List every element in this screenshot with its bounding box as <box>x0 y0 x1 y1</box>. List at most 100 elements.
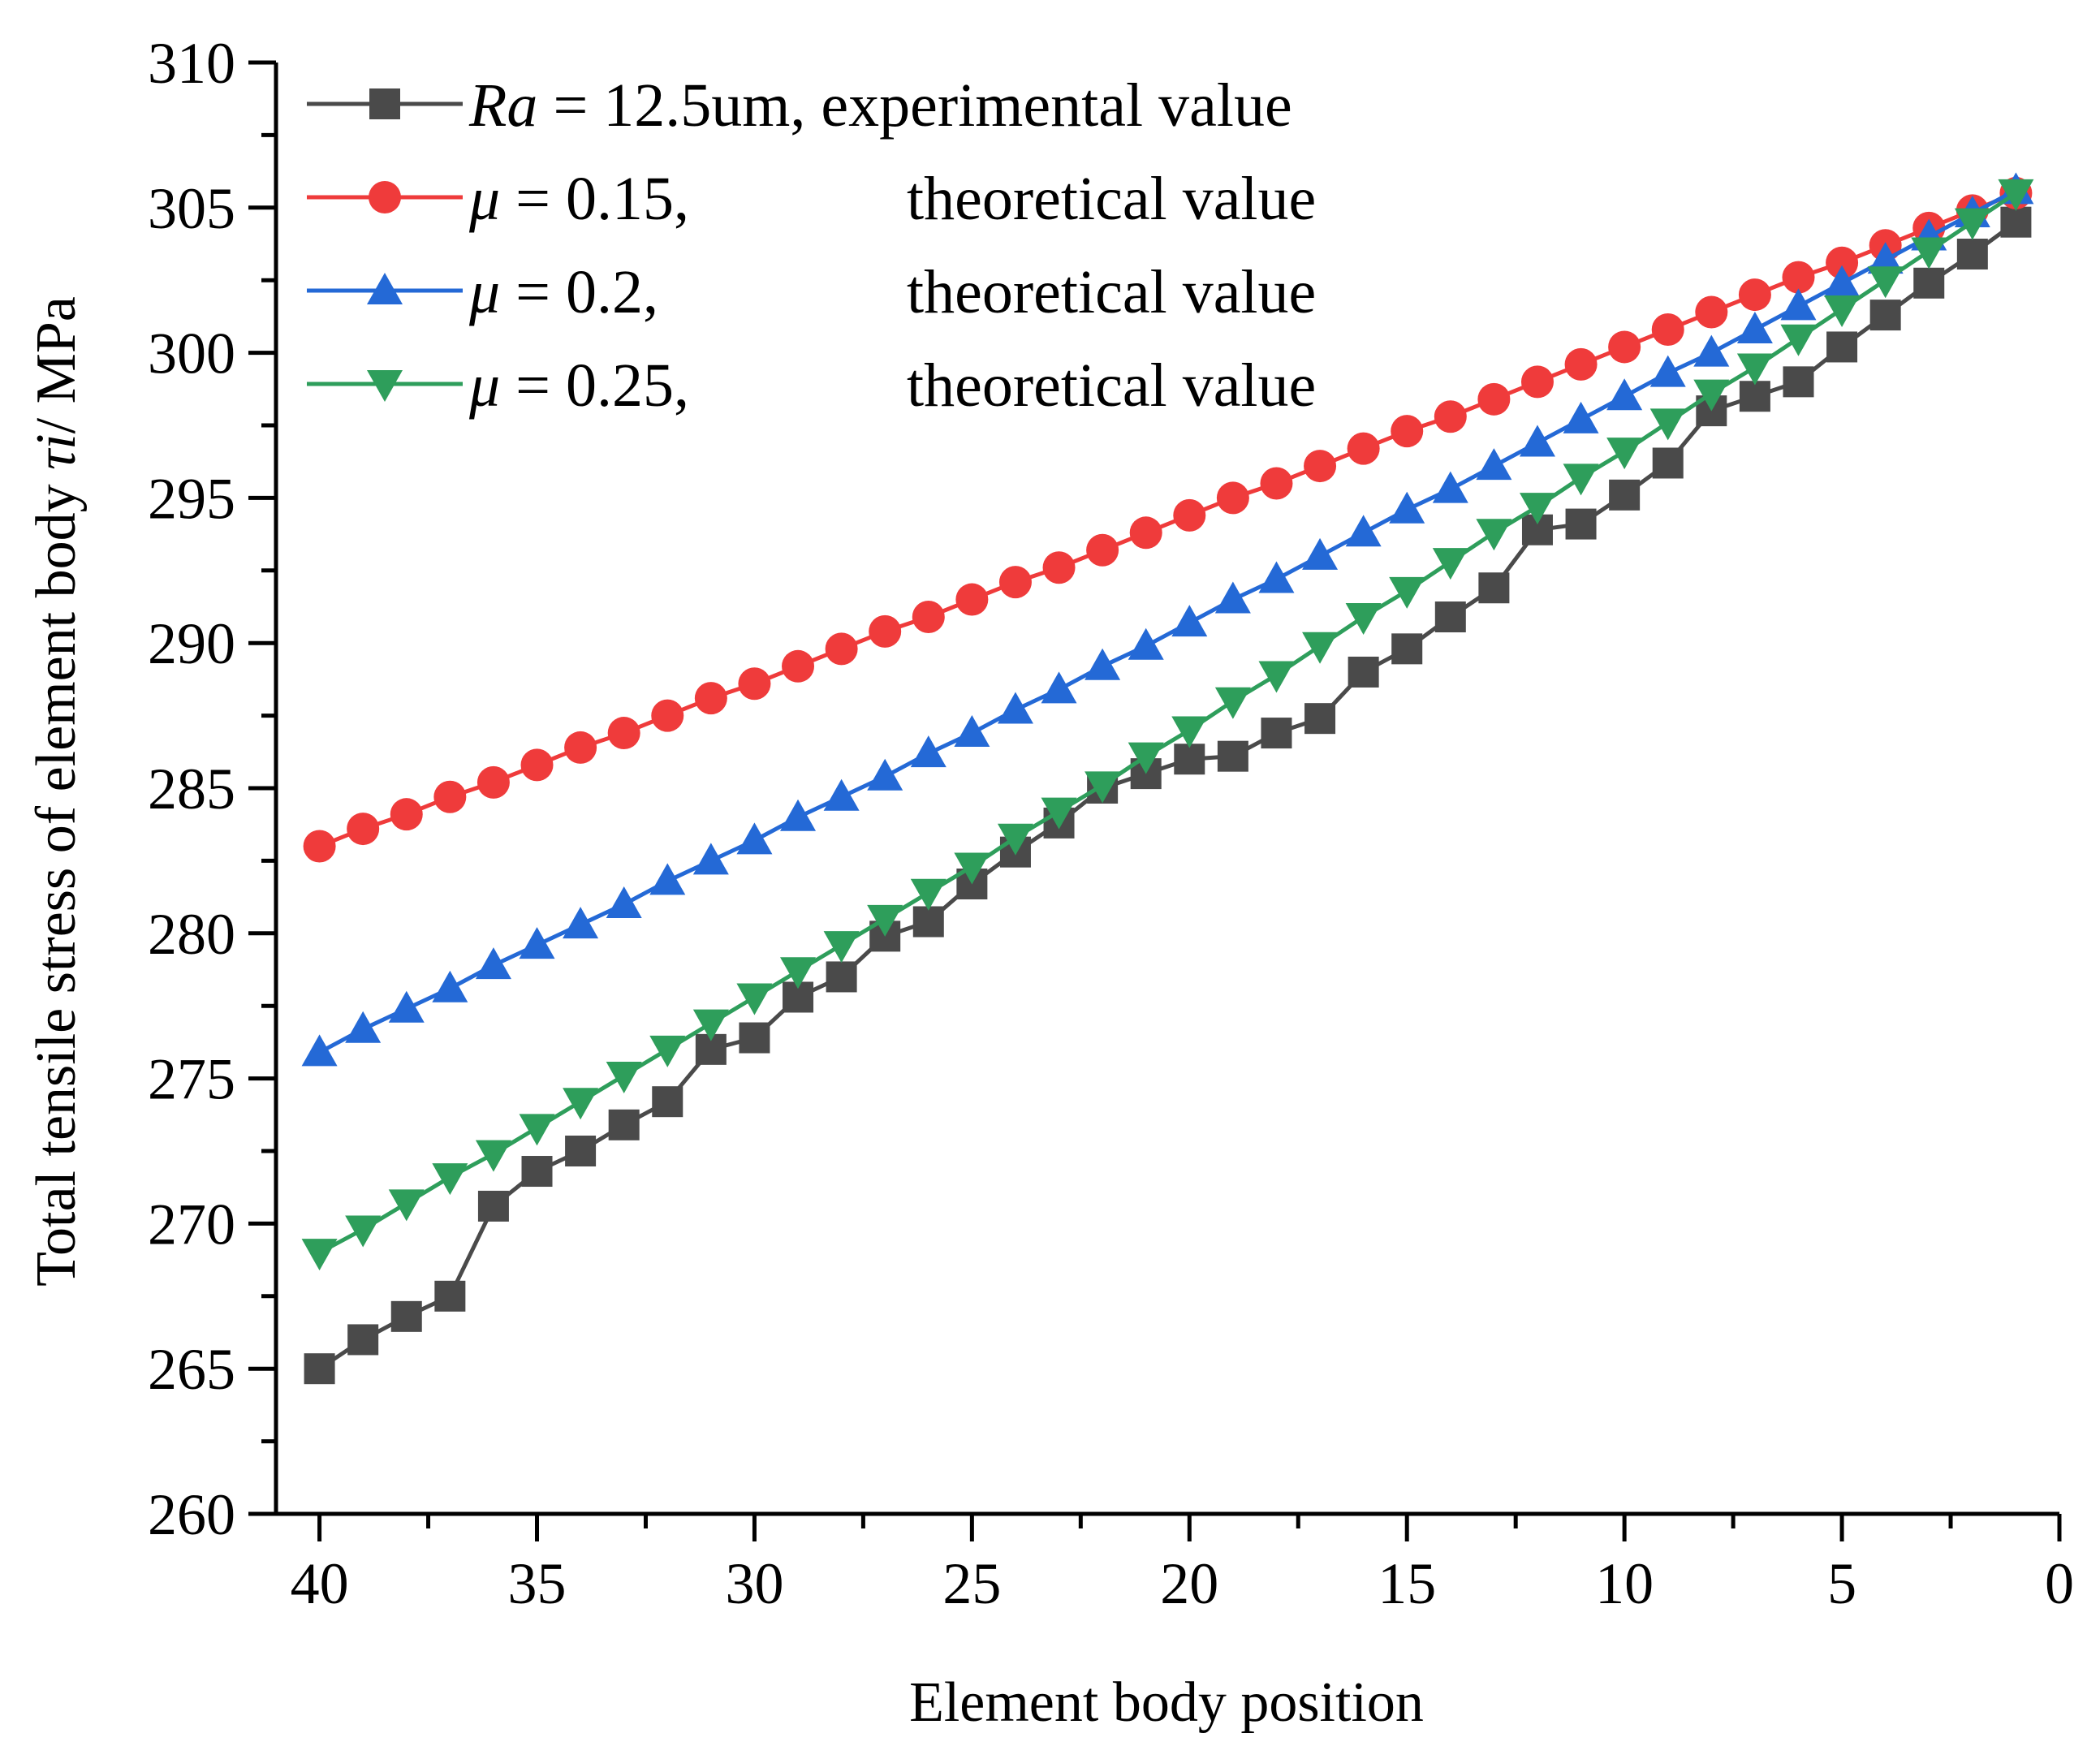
y-tick-label: 265 <box>148 1337 235 1402</box>
series-2 <box>303 176 2033 863</box>
x-tick-label: 10 <box>1595 1551 1654 1616</box>
data-point <box>823 931 860 964</box>
series-3 <box>301 172 2034 1067</box>
legend-label: μ = 0.2, <box>468 258 658 326</box>
data-point <box>521 1156 553 1188</box>
data-point <box>1736 311 1773 343</box>
series-1 <box>304 206 2032 1385</box>
data-point <box>432 1163 468 1196</box>
data-point <box>1519 425 1555 457</box>
y-tick-label: 290 <box>148 611 235 676</box>
data-point <box>1084 771 1121 804</box>
data-point <box>1171 716 1208 748</box>
data-point <box>1345 603 1382 636</box>
y-tick-label: 285 <box>148 757 235 821</box>
data-point <box>390 1300 422 1332</box>
data-point <box>1826 246 1859 279</box>
data-point <box>692 1009 729 1041</box>
legend-label: Ra = 12.5um, experimental value <box>468 71 1292 140</box>
data-point <box>1260 467 1293 500</box>
data-point <box>1780 288 1817 321</box>
data-point <box>692 843 729 875</box>
data-point <box>1389 491 1425 524</box>
data-point <box>1086 533 1119 567</box>
legend-label-description: theoretical value <box>907 165 1316 233</box>
data-point <box>434 1280 466 1312</box>
data-point <box>1302 537 1339 570</box>
data-point <box>519 1114 555 1146</box>
axes-layer: 260 265 270 275 280 285 290 295 300 305 310 40 35 30 2… <box>148 31 2074 1616</box>
series-2-line <box>318 191 2017 848</box>
data-point <box>1736 353 1773 386</box>
legend-label-value: = 0.25, <box>500 351 689 420</box>
y-tick-label: 310 <box>148 31 235 96</box>
legend-marker <box>369 181 401 213</box>
data-point <box>649 1035 686 1067</box>
legend-label: μ = 0.25, <box>468 351 689 420</box>
data-point <box>1782 261 1815 294</box>
data-point <box>1608 330 1641 364</box>
legend-item-2: μ = 0.15, theoretical value <box>307 165 1316 233</box>
data-point <box>910 878 947 911</box>
legend-label-symbol: μ <box>468 351 500 420</box>
data-point <box>1649 355 1686 387</box>
data-point <box>1432 471 1468 503</box>
data-point <box>652 1086 683 1118</box>
data-point <box>433 780 467 813</box>
data-point <box>1432 548 1468 580</box>
legend-label-value: = 0.15, <box>500 165 689 233</box>
data-point <box>1434 601 1466 633</box>
y-axis-title-unit: / MPa <box>25 296 88 433</box>
data-point <box>347 1324 379 1356</box>
data-point <box>1606 378 1643 411</box>
series-1-line <box>318 220 2017 1371</box>
data-point <box>869 614 902 648</box>
data-point <box>1304 703 1336 735</box>
data-point <box>1216 481 1249 515</box>
legend-item-4: μ = 0.25, theoretical value <box>307 351 1316 420</box>
data-point <box>564 731 597 764</box>
data-point <box>1129 516 1162 550</box>
y-tick-label: 270 <box>148 1192 235 1257</box>
data-point <box>1824 295 1861 327</box>
data-point <box>1563 401 1599 433</box>
data-point <box>1695 295 1728 329</box>
data-point <box>1258 661 1295 693</box>
data-point <box>476 765 510 799</box>
data-point <box>1911 237 1947 269</box>
data-point <box>301 1239 338 1271</box>
data-point <box>912 906 944 938</box>
data-point <box>997 823 1033 856</box>
x-tick-label: 15 <box>1378 1551 1436 1616</box>
legend-item-3: μ = 0.2, theoretical value <box>307 258 1316 326</box>
legend-label-description: theoretical value <box>907 351 1316 420</box>
data-point <box>1348 656 1379 688</box>
data-point <box>1739 381 1770 412</box>
data-point <box>606 886 642 919</box>
y-tick-label: 305 <box>148 176 235 241</box>
y-axis-title-prefix: Total tensile stress of element body <box>25 470 88 1287</box>
x-tick-label: 35 <box>508 1551 567 1616</box>
data-point <box>2000 206 2032 238</box>
data-point <box>345 1011 382 1043</box>
data-point <box>1520 365 1554 399</box>
data-point <box>608 1109 640 1140</box>
data-point <box>1478 572 1510 604</box>
data-point <box>345 1215 382 1248</box>
data-point <box>910 735 947 768</box>
data-point <box>649 863 686 895</box>
x-axis-title: Element body position <box>909 1671 1424 1734</box>
data-point <box>301 1034 338 1067</box>
data-point <box>739 1022 770 1054</box>
data-point <box>1042 551 1076 584</box>
series-4-line <box>318 191 2017 1255</box>
data-point <box>1783 366 1814 398</box>
data-point <box>1214 687 1251 719</box>
data-point <box>1606 438 1643 470</box>
data-point <box>954 852 990 885</box>
data-point <box>867 904 903 937</box>
y-tick-label: 275 <box>148 1047 235 1112</box>
legend-label-value: = 0.2, <box>500 258 658 326</box>
data-point <box>303 830 336 863</box>
